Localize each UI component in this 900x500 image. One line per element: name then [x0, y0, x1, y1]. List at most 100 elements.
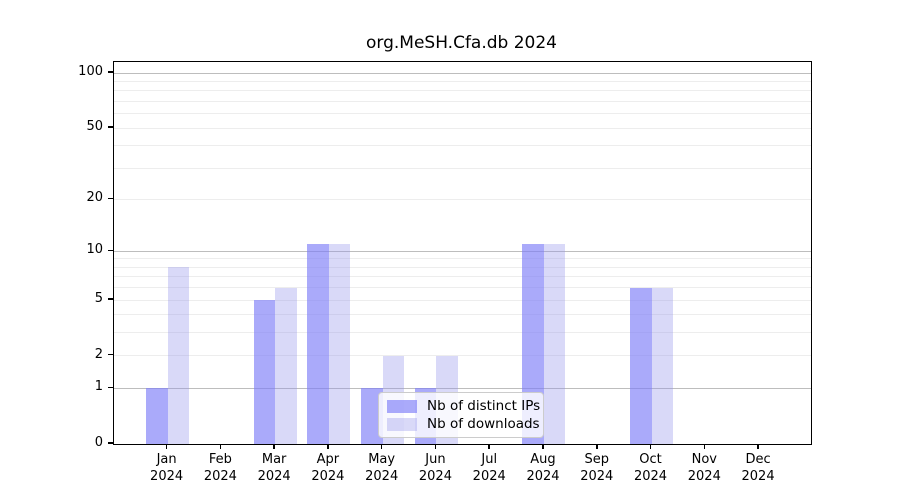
x-tick [757, 444, 759, 449]
x-tick [165, 444, 168, 449]
y-tick-label: 100 [78, 64, 103, 80]
year-label: 2024 [150, 469, 184, 484]
gridline [114, 100, 811, 102]
x-tick-label-feb: Feb 2024 [185, 451, 255, 485]
x-tick-label-jan: Jan 2024 [132, 451, 202, 485]
x-tick-label-may: May 2024 [347, 451, 417, 485]
legend-label: Nb of distinct IPs [427, 398, 541, 414]
month-label: May [368, 452, 396, 467]
gridline [114, 167, 811, 169]
legend-row: Nb of distinct IPs [387, 397, 540, 415]
gridline [114, 387, 811, 389]
x-tick-label-nov: Nov 2024 [669, 451, 739, 485]
gridline [114, 90, 811, 92]
chart-title: org.MeSH.Cfa.db 2024 [365, 33, 558, 53]
legend-swatch-downloads [387, 417, 417, 431]
y-tick [108, 71, 113, 73]
bar-downloads-aug [543, 244, 566, 444]
bar-downloads-mar [275, 287, 297, 444]
bar-ips-jan [146, 388, 168, 444]
month-label: Jun [425, 452, 446, 467]
month-label: Dec [745, 452, 771, 467]
gridline [114, 81, 811, 82]
year-label: 2024 [687, 469, 721, 484]
x-tick-label-dec: Dec 2024 [723, 451, 793, 485]
x-tick [703, 444, 706, 449]
month-label: Mar [261, 452, 287, 467]
gridline [114, 145, 811, 147]
y-tick [108, 442, 113, 444]
y-tick [108, 126, 113, 128]
month-label: Sep [584, 452, 609, 467]
year-label: 2024 [365, 469, 399, 484]
y-tick-label: 2 [94, 346, 103, 362]
year-label: 2024 [580, 469, 614, 484]
x-tick-label-sep: Sep 2024 [562, 451, 632, 485]
x-tick-label-oct: Oct 2024 [616, 451, 686, 485]
gridline [114, 127, 811, 129]
gridline [114, 287, 811, 289]
gridline [114, 266, 811, 268]
bar-ips-may [361, 388, 383, 444]
month-label: Apr [316, 452, 340, 467]
bar-ips-apr [307, 244, 329, 444]
x-tick-label-jul: Jul 2024 [454, 451, 524, 485]
year-label: 2024 [311, 469, 345, 484]
y-tick-label: 0 [94, 435, 103, 450]
y-tick [108, 386, 113, 389]
y-tick [108, 249, 113, 252]
year-label: 2024 [633, 469, 668, 484]
year-label: 2024 [526, 469, 560, 484]
year-label: 2024 [257, 469, 291, 484]
y-tick-label: 20 [86, 190, 103, 206]
bar-ips-mar [253, 300, 276, 444]
x-tick-label-mar: Mar 2024 [239, 451, 309, 485]
x-tick [596, 444, 598, 449]
gridline [114, 258, 811, 260]
month-label: Jul [481, 452, 498, 467]
legend-swatch-ips [387, 399, 417, 413]
x-tick [542, 444, 544, 449]
gridline [114, 314, 811, 316]
x-tick-label-jun: Jun 2024 [400, 451, 470, 485]
plot-area [113, 61, 812, 445]
x-tick-label-aug: Aug 2024 [508, 451, 578, 485]
legend: Nb of distinct IPs Nb of downloads [378, 392, 544, 438]
y-tick [108, 298, 113, 300]
x-tick [327, 444, 329, 449]
x-tick [434, 444, 437, 449]
bar-downloads-apr [328, 244, 351, 444]
x-tick [649, 444, 652, 449]
year-label: 2024 [741, 469, 775, 484]
x-tick-label-apr: Apr 2024 [293, 451, 363, 485]
y-tick-label: 10 [86, 242, 103, 258]
year-label: 2024 [418, 469, 452, 484]
bar-downloads-oct [651, 287, 674, 444]
gridline [114, 355, 811, 357]
month-label: Oct [639, 452, 662, 467]
year-label: 2024 [472, 469, 506, 484]
legend-label: Nb of downloads [427, 416, 540, 432]
gridline [114, 299, 811, 301]
gridline [114, 332, 811, 334]
x-tick [488, 444, 490, 449]
gridline [114, 72, 811, 74]
month-label: Aug [530, 452, 556, 467]
x-tick [273, 444, 275, 449]
y-tick [108, 353, 113, 356]
gridline [114, 113, 811, 115]
year-label: 2024 [203, 469, 237, 484]
gridline [114, 198, 811, 200]
y-tick [108, 197, 113, 200]
month-label: Feb [208, 452, 232, 467]
month-label: Jan [156, 452, 177, 467]
y-tick-label: 50 [86, 119, 103, 135]
bar-downloads-jan [167, 267, 190, 444]
month-label: Nov [691, 452, 717, 467]
y-tick-label: 1 [94, 379, 103, 395]
gridline [114, 276, 811, 278]
x-tick [219, 444, 222, 449]
legend-row: Nb of downloads [387, 415, 540, 433]
y-tick-label: 5 [94, 291, 103, 306]
